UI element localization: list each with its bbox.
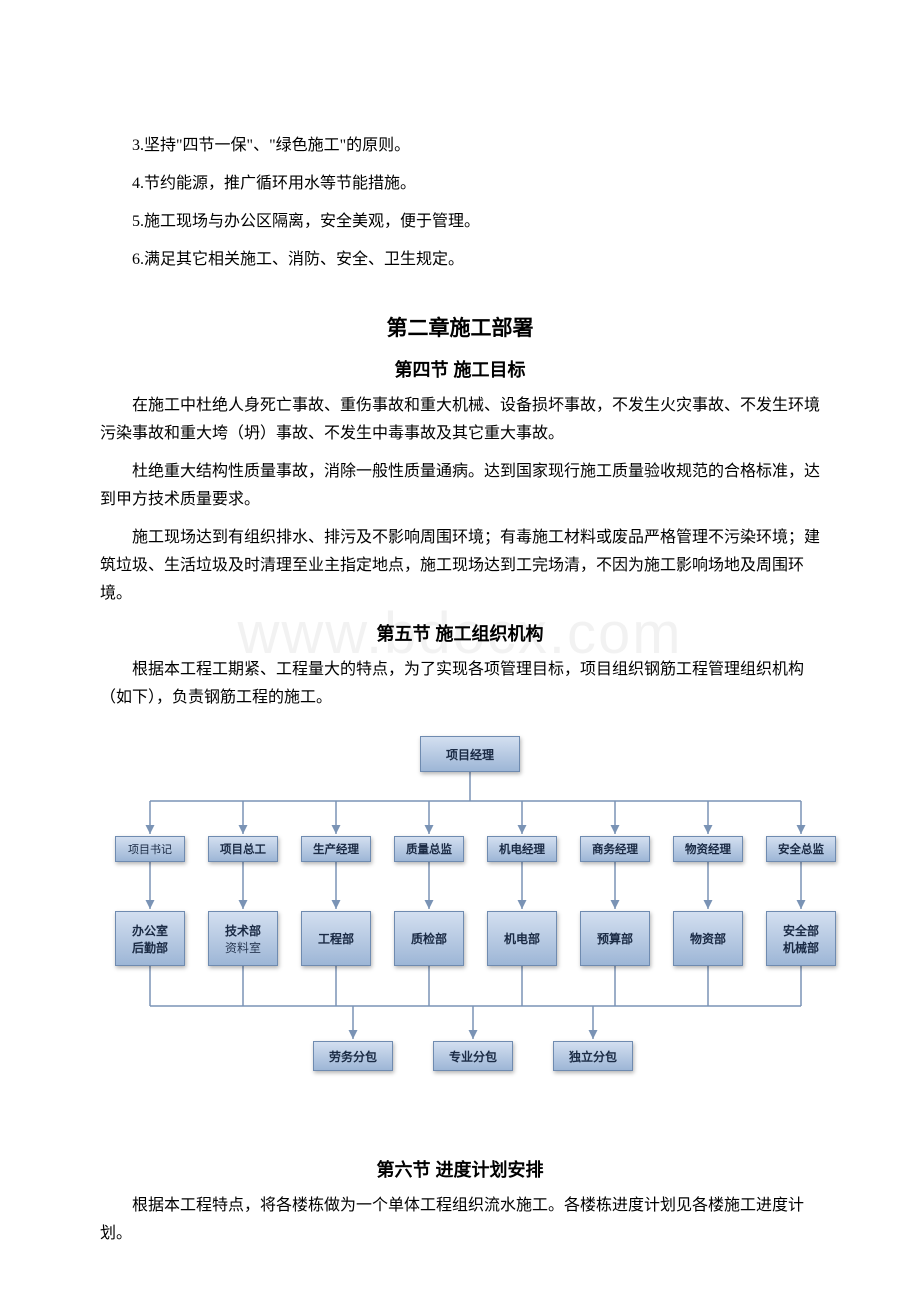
org-node-row3-4: 机电部	[487, 911, 557, 966]
org-node-row2-7: 安全总监	[766, 836, 836, 862]
org-node-row3-2-line1: 工程部	[318, 930, 354, 947]
section-5-para-1: 根据本工程工期紧、工程量大的特点，为了实现各项管理目标，项目组织钢筋工程管理组织…	[100, 656, 820, 712]
chapter-title: 第二章施工部署	[100, 312, 820, 342]
bullet-5: 5.施工现场与办公区隔离，安全美观，便于管理。	[100, 206, 820, 238]
bullet-3: 3.坚持"四节一保"、"绿色施工"的原则。	[100, 130, 820, 162]
section-5-title: 第五节 施工组织机构	[100, 620, 820, 646]
org-node-row3-5: 预算部	[580, 911, 650, 966]
org-node-row3-0: 办公室 后勤部	[115, 911, 185, 966]
org-node-row2-6: 物资经理	[673, 836, 743, 862]
org-node-row3-3-line1: 质检部	[411, 930, 447, 947]
org-node-row3-5-line1: 预算部	[597, 930, 633, 947]
org-node-row3-1-line2: 资料室	[225, 939, 261, 956]
org-node-row2-2: 生产经理	[301, 836, 371, 862]
page-content: 3.坚持"四节一保"、"绿色施工"的原则。 4.节约能源，推广循环用水等节能措施…	[100, 130, 820, 1248]
org-node-row3-1-line1: 技术部	[225, 922, 261, 939]
org-node-row3-6: 物资部	[673, 911, 743, 966]
section-4-para-3: 施工现场达到有组织排水、排污及不影响周围环境；有毒施工材料或废品严格管理不污染环…	[100, 524, 820, 608]
org-node-row3-7: 安全部 机械部	[766, 911, 836, 966]
org-node-row3-4-line1: 机电部	[504, 930, 540, 947]
org-node-row4-1: 专业分包	[433, 1041, 513, 1071]
org-node-row2-0: 项目书记	[115, 836, 185, 862]
org-node-row2-5: 商务经理	[580, 836, 650, 862]
org-node-row4-0: 劳务分包	[313, 1041, 393, 1071]
org-node-row3-0-line1: 办公室	[132, 922, 168, 939]
bullet-6: 6.满足其它相关施工、消防、安全、卫生规定。	[100, 244, 820, 276]
org-node-row3-0-line2: 后勤部	[132, 939, 168, 956]
org-node-row3-3: 质检部	[394, 911, 464, 966]
org-node-row3-6-line1: 物资部	[690, 930, 726, 947]
section-4-para-2: 杜绝重大结构性质量事故，消除一般性质量通病。达到国家现行施工质量验收规范的合格标…	[100, 458, 820, 514]
org-node-row2-1: 项目总工	[208, 836, 278, 862]
org-node-row3-7-line2: 机械部	[783, 939, 819, 956]
org-node-row3-7-line1: 安全部	[783, 922, 819, 939]
org-node-row2-4: 机电经理	[487, 836, 557, 862]
section-6-para-1: 根据本工程特点，将各楼栋做为一个单体工程组织流水施工。各楼栋进度计划见各楼施工进…	[100, 1192, 820, 1248]
org-node-top: 项目经理	[420, 736, 520, 772]
org-node-row3-2: 工程部	[301, 911, 371, 966]
org-node-row2-3: 质量总监	[394, 836, 464, 862]
org-node-row4-2: 独立分包	[553, 1041, 633, 1071]
org-node-row3-1: 技术部 资料室	[208, 911, 278, 966]
section-6-title: 第六节 进度计划安排	[100, 1156, 820, 1182]
org-chart: 项目经理 项目书记 项目总工 生产经理 质量总监 机电经理 商务经理 物资经理 …	[100, 736, 840, 1116]
section-4-para-1: 在施工中杜绝人身死亡事故、重伤事故和重大机械、设备损坏事故，不发生火灾事故、不发…	[100, 392, 820, 448]
bullet-4: 4.节约能源，推广循环用水等节能措施。	[100, 168, 820, 200]
section-4-title: 第四节 施工目标	[100, 356, 820, 382]
